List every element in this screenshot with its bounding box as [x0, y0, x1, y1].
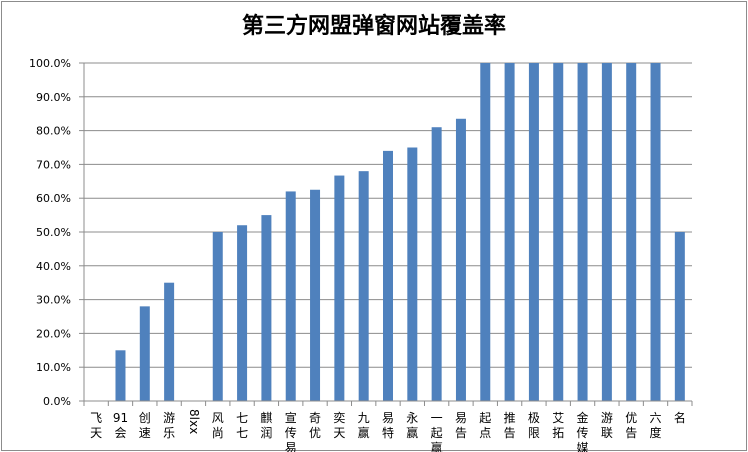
x-category-label: 风尚 [212, 411, 224, 440]
bar [407, 147, 418, 401]
x-category-label: 名 [674, 410, 686, 425]
y-tick-label: 0.0% [43, 395, 71, 408]
x-category-label: 飞天 [90, 411, 102, 440]
x-category-label: 起点 [479, 411, 491, 440]
x-category-label: 麒润 [260, 410, 272, 440]
x-category-label: 极限 [528, 411, 540, 440]
x-category-label: 易特 [382, 411, 394, 440]
x-category-label: 六度 [650, 411, 662, 440]
y-tick-label: 20.0% [36, 327, 71, 340]
x-category-label: 8lxx [187, 409, 201, 434]
chart-title: 第三方网盟弹窗网站覆盖率 [241, 13, 506, 39]
bar [285, 191, 296, 401]
bar [164, 282, 175, 401]
x-category-label: 宣传易 [285, 410, 297, 452]
y-tick-label: 10.0% [36, 361, 71, 374]
y-tick-label: 60.0% [36, 192, 71, 205]
x-category-label: 奇优 [309, 411, 321, 440]
y-tick-label: 30.0% [36, 294, 71, 307]
x-category-label: 奕天 [333, 410, 345, 440]
x-category-label: 艾拓 [552, 411, 564, 440]
bar [334, 175, 345, 401]
bar [480, 63, 491, 401]
x-category-label: 优告 [625, 411, 637, 440]
bar [212, 232, 223, 401]
bar [383, 150, 393, 401]
bar [601, 63, 612, 401]
x-category-label: 游乐 [163, 411, 175, 440]
x-category-label: 永赢 [406, 411, 418, 440]
bar [650, 63, 661, 401]
y-tick-label: 100.0% [29, 57, 71, 70]
x-category-label: 推告 [504, 411, 516, 440]
x-category-label: 创速 [139, 411, 151, 440]
y-tick-label: 70.0% [36, 158, 71, 171]
bar [528, 63, 539, 401]
bar [577, 63, 588, 401]
bar [310, 189, 321, 401]
x-category-label: 金传媒 [577, 410, 589, 452]
bar [237, 225, 248, 401]
x-category-label: 游联 [601, 411, 613, 440]
x-category-label: 一起赢 [431, 411, 443, 452]
x-category-label: 易告 [455, 411, 467, 440]
bar [626, 63, 637, 401]
bar [115, 350, 126, 401]
x-category-label: 91 会 [113, 411, 128, 440]
y-tick-label: 50.0% [36, 226, 71, 239]
bar [139, 306, 150, 401]
y-tick-label: 90.0% [36, 91, 71, 104]
bar [358, 171, 369, 401]
x-category-label: 七七 [236, 411, 248, 440]
bar [455, 118, 466, 402]
x-category-label: 九赢 [358, 411, 370, 440]
bar [504, 63, 515, 401]
y-tick-label: 40.0% [36, 260, 71, 273]
bar [431, 127, 442, 401]
bar [674, 232, 685, 401]
bar [261, 215, 272, 401]
y-tick-label: 80.0% [36, 125, 71, 138]
bar [553, 63, 564, 401]
